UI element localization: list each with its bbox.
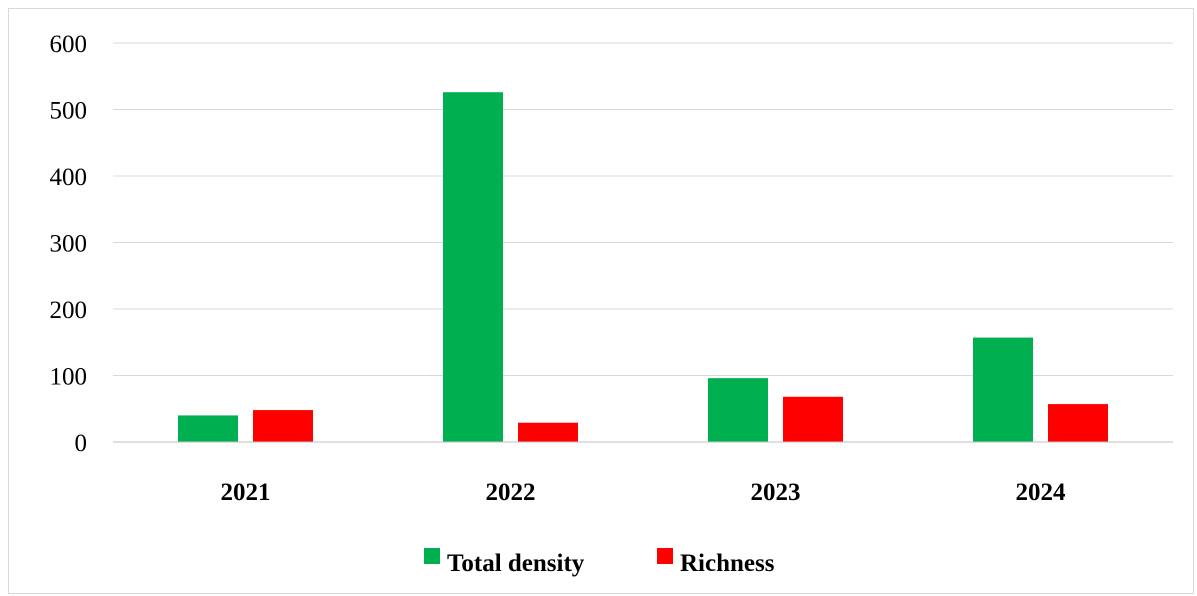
legend-label-total-density: Total density bbox=[447, 550, 585, 577]
x-category-label: 2022 bbox=[486, 479, 536, 506]
y-axis-tick-labels: 0 100 200 300 400 500 600 bbox=[50, 31, 88, 457]
legend-swatch-richness bbox=[657, 548, 673, 564]
legend-label-richness: Richness bbox=[680, 550, 775, 577]
y-tick-label: 300 bbox=[50, 231, 88, 258]
y-tick-label: 500 bbox=[50, 98, 88, 125]
bar-richness-2021 bbox=[253, 410, 313, 442]
y-tick-label: 600 bbox=[50, 31, 88, 58]
bars bbox=[178, 92, 1108, 442]
y-tick-label: 200 bbox=[50, 297, 88, 324]
x-category-label: 2023 bbox=[751, 479, 801, 506]
y-tick-label: 0 bbox=[75, 430, 88, 457]
bar-total-density-2022 bbox=[443, 92, 503, 442]
bar-richness-2022 bbox=[518, 423, 578, 442]
x-category-label: 2021 bbox=[221, 479, 271, 506]
legend: Total density Richness bbox=[424, 548, 775, 577]
bar-total-density-2021 bbox=[178, 415, 238, 442]
gridlines bbox=[113, 43, 1173, 376]
x-axis-category-labels: 2021 2022 2023 2024 bbox=[221, 479, 1067, 506]
bar-richness-2023 bbox=[783, 397, 843, 442]
bar-total-density-2023 bbox=[708, 378, 768, 442]
bar-total-density-2024 bbox=[973, 338, 1033, 442]
bar-richness-2024 bbox=[1048, 404, 1108, 442]
y-tick-label: 100 bbox=[50, 364, 88, 391]
legend-swatch-total-density bbox=[424, 548, 440, 564]
x-category-label: 2024 bbox=[1016, 479, 1067, 506]
y-tick-label: 400 bbox=[50, 164, 88, 191]
